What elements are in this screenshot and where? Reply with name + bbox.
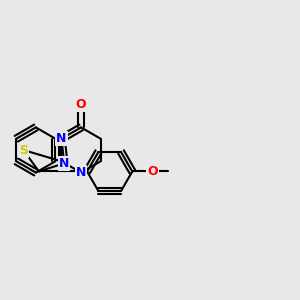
Text: N: N — [56, 132, 67, 145]
Text: S: S — [19, 143, 28, 157]
Text: N: N — [59, 157, 69, 170]
Text: O: O — [147, 165, 158, 178]
Text: N: N — [76, 166, 86, 179]
Text: O: O — [76, 98, 86, 111]
